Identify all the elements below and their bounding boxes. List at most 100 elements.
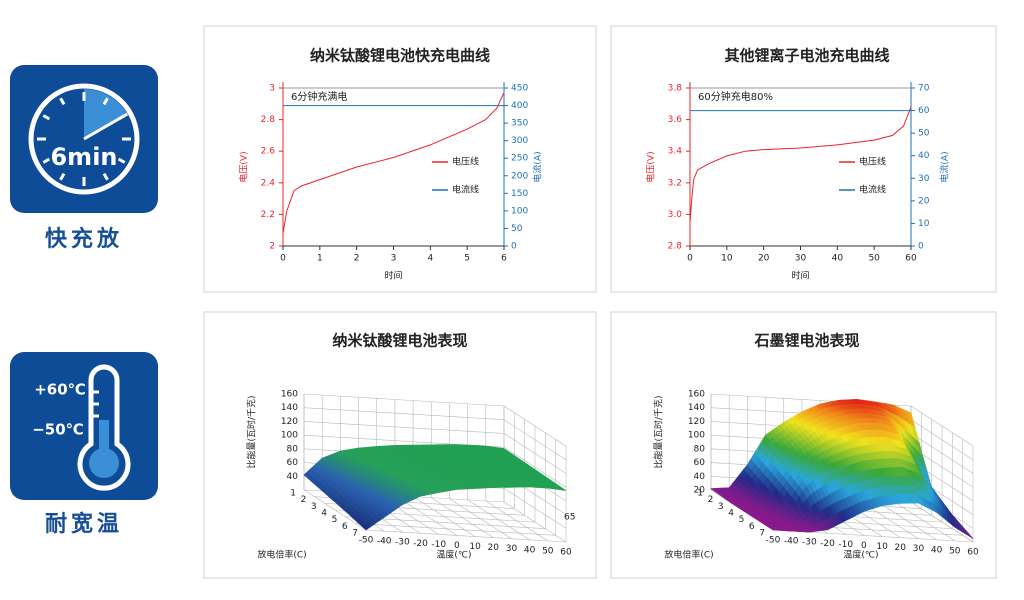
y-tick-label: 3	[311, 502, 317, 512]
y2-axis-label: 电流(A)	[532, 151, 544, 182]
y-tick-label: 3	[718, 502, 724, 512]
badge-label: 快充放	[45, 226, 123, 252]
grid-line	[303, 407, 505, 421]
y-tick-label: 7	[759, 529, 765, 539]
x-tick-label: 40	[931, 545, 943, 555]
y-tick-label: 2.4	[261, 178, 276, 188]
y2-tick-label: 0	[511, 242, 517, 252]
x-tick-label: 60	[905, 254, 917, 264]
y-tick-label: 2.8	[261, 115, 276, 125]
x-tick-label: 50	[542, 546, 554, 556]
x-tick-label: 0	[280, 254, 286, 264]
legend-label: 电压线	[452, 156, 479, 168]
x-tick-label: 0	[861, 541, 867, 551]
x-tick-label: 1	[317, 254, 323, 264]
x-tick-label: 4	[427, 254, 433, 264]
x-tick-label: -10	[431, 540, 446, 550]
x-tick-label: 50	[949, 546, 961, 556]
z-tick-label: 140	[688, 403, 705, 413]
panel-border	[610, 25, 997, 293]
z-tick-label: 120	[688, 417, 705, 427]
z-tick-label: 60	[694, 458, 706, 468]
z-tick-label: 140	[281, 403, 298, 413]
x-tick-label: 20	[895, 543, 907, 553]
x-tick-label: 3	[391, 254, 397, 264]
y-axis-label: 放电倍率(C)	[257, 549, 306, 561]
x-axis-label: 温度(℃)	[436, 549, 471, 561]
panel-border	[203, 25, 597, 293]
z-tick-label: 100	[688, 431, 705, 441]
legend-label: 电压线	[859, 156, 886, 168]
x-tick-label: 10	[469, 542, 481, 552]
y-tick-label: 4	[321, 509, 327, 519]
y2-tick-label: 10	[918, 219, 930, 229]
y-tick-label: 7	[352, 529, 358, 539]
surface-cell	[964, 530, 974, 539]
z-tick-label: 100	[281, 431, 298, 441]
x-axis-label: 温度(℃)	[843, 549, 878, 561]
low-temp: −50℃	[32, 421, 84, 439]
y-tick-label: 3.6	[668, 115, 683, 125]
fast-charge-badge: 6min 快充放	[10, 65, 158, 252]
x-tick-label: -40	[377, 537, 392, 547]
y2-tick-label: 250	[511, 154, 528, 164]
y-tick-label: 6	[342, 522, 348, 532]
clock-hand	[83, 112, 129, 141]
y2-tick-label: 50	[918, 129, 930, 139]
y2-tick-label: 350	[511, 119, 528, 129]
grid-line	[910, 419, 974, 460]
y-tick-label: 1	[290, 489, 296, 499]
z-axis-label: 比能量(瓦时/千克)	[246, 395, 258, 468]
y-tick-label: 3	[269, 84, 275, 94]
y-tick-label: 2.2	[261, 210, 275, 220]
z-tick-label: 20	[694, 486, 706, 496]
clock-face	[28, 83, 140, 195]
y2-tick-label: 60	[918, 106, 930, 116]
y-tick-label: 3.0	[668, 210, 683, 220]
x-tick-label: 30	[795, 254, 807, 264]
x-tick-label: -30	[802, 538, 817, 548]
z-tick-label: 60	[287, 458, 299, 468]
y-tick-label: 3.4	[668, 147, 683, 157]
series-line	[689, 106, 912, 223]
grid-line	[910, 501, 974, 543]
chart-title: 其他锂离子电池充电曲线	[724, 47, 889, 65]
x-tick-label: -50	[766, 536, 781, 546]
y-tick-label: 5	[332, 515, 338, 525]
thermometer-bulb	[89, 448, 119, 478]
chart-panel: 纳米钛酸锂电池快充电曲线22.22.42.62.8305010015020025…	[203, 25, 597, 293]
y-tick-label: 2	[708, 495, 714, 505]
x-tick-label: -50	[359, 536, 374, 546]
surface-cell	[558, 487, 567, 491]
z-tick-label: 160	[688, 390, 705, 400]
y2-tick-label: 20	[918, 196, 930, 206]
x-tick-label: 6	[501, 254, 507, 264]
z-tick-label: 120	[281, 417, 298, 427]
clock-ticks	[37, 92, 131, 186]
grid-line	[503, 446, 567, 488]
chart-title: 石墨锂电池表现	[753, 332, 859, 350]
z-tick-label: 160	[281, 390, 298, 400]
y-tick-label: 2	[301, 495, 307, 505]
y2-tick-label: 450	[511, 84, 528, 94]
grid-line	[355, 523, 556, 536]
y-tick-label: 2.8	[668, 242, 683, 252]
y2-axis-label: 电流(A)	[939, 151, 951, 182]
grid-line	[503, 405, 567, 447]
z-tick-label: 40	[694, 472, 706, 482]
clock-text: 6min	[50, 143, 117, 171]
z-tick-label: 40	[287, 472, 299, 482]
x-axis-label: 时间	[384, 270, 402, 282]
y2-tick-label: 0	[918, 242, 924, 252]
y-tick-label: 3.2	[668, 178, 682, 188]
x-tick-label: 2	[354, 254, 360, 264]
y-tick-label: 1	[697, 489, 703, 499]
high-temp: +60℃	[34, 381, 86, 399]
x-tick-label: 20	[488, 543, 500, 553]
grid-line	[303, 393, 505, 407]
x-tick-label: 60	[967, 548, 979, 558]
y2-tick-label: 30	[918, 174, 930, 184]
y-axis-label: 电压(V)	[238, 151, 250, 182]
z-tick-label: 80	[287, 444, 299, 454]
